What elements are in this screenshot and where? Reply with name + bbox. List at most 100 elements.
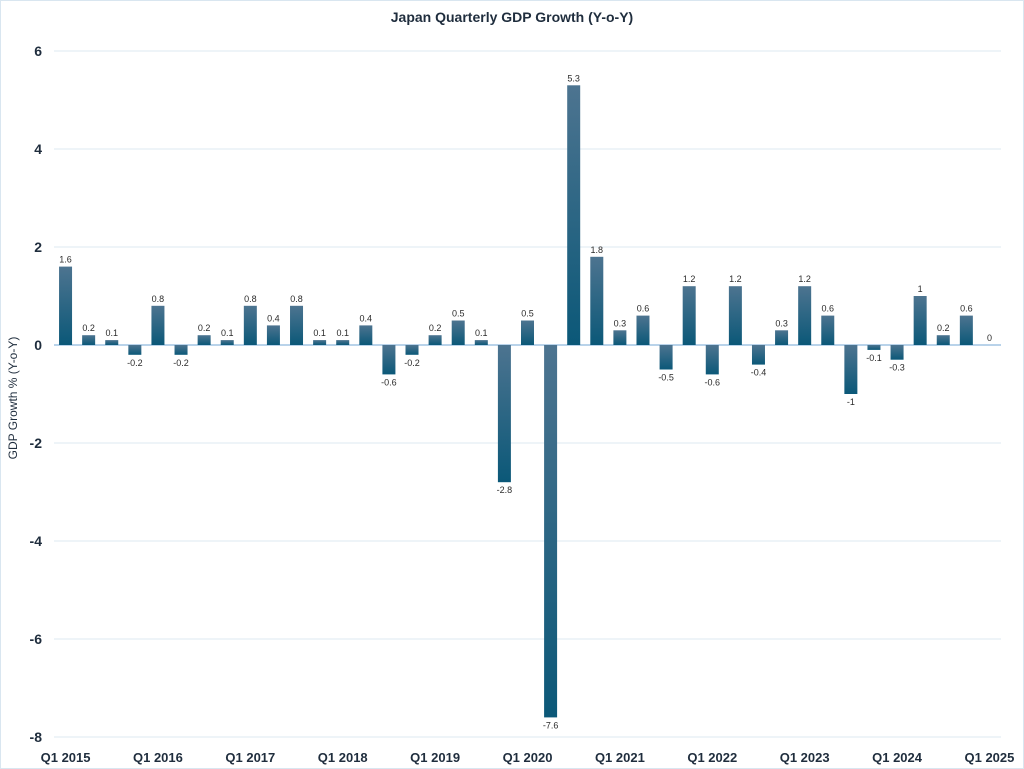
- data-label: 0.1: [105, 328, 118, 338]
- y-tick-label: -8: [30, 729, 43, 745]
- bar: [659, 345, 673, 370]
- y-tick-label: -4: [30, 533, 43, 549]
- data-label: 0.8: [244, 294, 257, 304]
- data-label: 0.1: [221, 328, 234, 338]
- y-axis-label: GDP Growth % (Y-o-Y): [6, 337, 20, 460]
- bar: [359, 325, 373, 345]
- x-tick-label: Q1 2015: [41, 750, 91, 765]
- data-label: -0.2: [404, 358, 420, 368]
- x-tick-label: Q1 2023: [780, 750, 830, 765]
- bar: [844, 345, 858, 394]
- bar: [474, 340, 488, 345]
- bar: [913, 296, 927, 345]
- data-label: -0.6: [381, 377, 397, 387]
- data-label: 0.8: [290, 294, 303, 304]
- data-label: -0.2: [173, 358, 189, 368]
- x-tick-label: Q1 2018: [318, 750, 368, 765]
- bar: [451, 320, 465, 345]
- bar: [751, 345, 765, 365]
- bar: [174, 345, 188, 355]
- y-tick-label: 0: [34, 337, 42, 353]
- data-label: 0.1: [313, 328, 326, 338]
- bar: [936, 335, 950, 345]
- data-label: -0.3: [889, 363, 905, 373]
- y-tick-label: 4: [34, 141, 42, 157]
- bar: [867, 345, 881, 350]
- bar: [728, 286, 742, 345]
- data-label: -0.4: [751, 368, 767, 378]
- data-label: 0.1: [475, 328, 488, 338]
- bar: [590, 256, 604, 345]
- bar: [798, 286, 812, 345]
- data-label: -0.6: [705, 377, 721, 387]
- bar: [521, 320, 534, 345]
- bar: [82, 335, 96, 345]
- data-label: 0.4: [267, 313, 280, 323]
- x-tick-label: Q1 2021: [595, 750, 645, 765]
- bar: [220, 340, 234, 345]
- data-label: 1.6: [59, 255, 72, 265]
- data-label: 1.2: [683, 274, 696, 284]
- x-tick-label: Q1 2016: [133, 750, 183, 765]
- data-label: 0.2: [937, 323, 950, 333]
- bar: [775, 330, 789, 345]
- data-label: 0.2: [429, 323, 442, 333]
- bar: [336, 340, 350, 345]
- data-label: 0.6: [822, 304, 835, 314]
- bar: [428, 335, 442, 345]
- x-tick-label: Q1 2019: [410, 750, 460, 765]
- bar: [105, 340, 119, 345]
- data-label: 0.5: [521, 309, 534, 319]
- bar: [544, 345, 558, 718]
- data-label: -7.6: [543, 720, 559, 730]
- y-tick-label: -6: [30, 631, 43, 647]
- data-label: 1: [918, 284, 923, 294]
- bar: [567, 85, 581, 346]
- bar: [821, 315, 835, 345]
- bar: [405, 345, 419, 355]
- bar: [128, 345, 142, 355]
- data-label: -0.5: [658, 373, 674, 383]
- bar: [890, 345, 904, 360]
- data-label: 0.6: [637, 304, 650, 314]
- y-tick-label: 6: [34, 43, 42, 59]
- data-label: -1: [847, 397, 855, 407]
- bar: [243, 305, 257, 345]
- data-label: 0.5: [452, 309, 465, 319]
- data-label: 0.3: [775, 318, 788, 328]
- bar: [382, 345, 396, 375]
- bar: [497, 345, 511, 483]
- bar: [290, 305, 304, 345]
- data-label: 5.3: [567, 73, 580, 83]
- data-label: -0.1: [866, 353, 882, 363]
- data-label: 1.2: [729, 274, 742, 284]
- x-tick-label: Q1 2017: [225, 750, 275, 765]
- bar: [59, 266, 73, 345]
- data-label: 0.8: [152, 294, 165, 304]
- x-tick-label: Q1 2022: [687, 750, 737, 765]
- data-label: 0: [987, 333, 992, 343]
- x-tick-label: Q1 2025: [965, 750, 1015, 765]
- bar: [705, 345, 719, 375]
- bar: [197, 335, 211, 345]
- data-label: 0.1: [336, 328, 349, 338]
- bar: [636, 315, 650, 345]
- chart-title: Japan Quarterly GDP Growth (Y-o-Y): [391, 9, 633, 25]
- data-label: -0.2: [127, 358, 143, 368]
- data-label: 0.4: [360, 313, 373, 323]
- x-tick-label: Q1 2020: [503, 750, 553, 765]
- bar: [959, 315, 973, 345]
- y-tick-label: -2: [30, 435, 43, 451]
- data-label: 0.3: [614, 318, 627, 328]
- bar: [613, 330, 627, 345]
- data-label: 0.2: [198, 323, 211, 333]
- bar: [151, 305, 165, 345]
- data-label: 0.6: [960, 304, 973, 314]
- bar: [266, 325, 280, 345]
- data-label: 1.8: [591, 245, 604, 255]
- data-label: -2.8: [497, 485, 513, 495]
- y-tick-label: 2: [34, 239, 42, 255]
- data-label: 0.2: [82, 323, 95, 333]
- bar: [313, 340, 327, 345]
